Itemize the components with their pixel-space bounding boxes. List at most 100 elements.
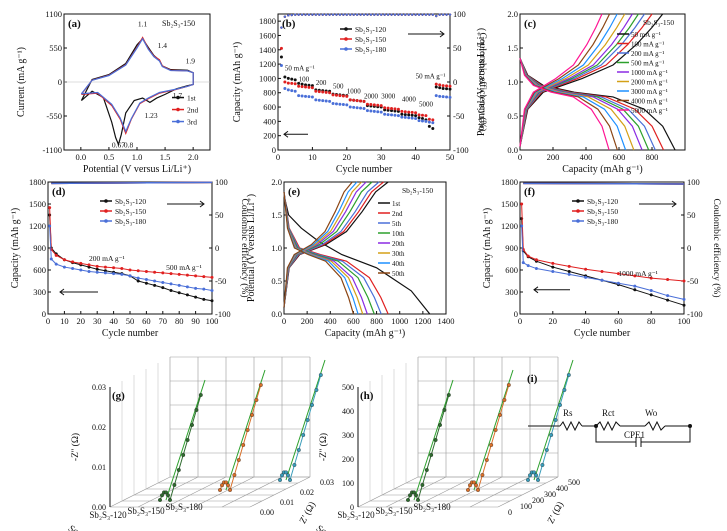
y-tick-label: 0 [272, 145, 276, 155]
legend-label: 2nd [392, 210, 403, 218]
rate-label: 50 mA g⁻¹ [285, 65, 315, 73]
capacity-point-Sb₂S₃-150 [161, 271, 165, 275]
capacity-point-Sb₂S₃-120 [210, 299, 214, 303]
x-tick-label: 50 [446, 152, 455, 162]
ce-point-Sb₂S₃-180 [304, 13, 307, 16]
ce-line-Sb₂S₃-180 [523, 182, 685, 185]
capacity-point-Sb₂S₃-120 [441, 86, 445, 90]
legend-label: 40th [392, 260, 405, 268]
x-tick-label: 0 [282, 316, 286, 326]
capacity-point-Sb₂S₃-180 [95, 270, 99, 274]
ce-point-Sb₂S₃-180 [349, 13, 352, 16]
z-tick-label: 0 [350, 503, 354, 512]
legend-marker [104, 199, 108, 203]
depth-axis-label: Sample [314, 524, 343, 531]
capacity-point-Sb₂S₃-150 [297, 84, 301, 88]
x-tick-label: 2.0 [188, 152, 199, 162]
y2-tick-label: -50 [215, 276, 226, 286]
y2-tick-label: -50 [687, 276, 698, 286]
cv-curve-3rd [80, 37, 194, 133]
capacity-point-Sb₂S₃-180 [71, 267, 75, 271]
ce-point-Sb₂S₃-180 [307, 13, 311, 16]
capacity-point-Sb₂S₃-150 [403, 110, 407, 114]
x-tick-label: 60 [142, 316, 151, 326]
capacity-point-Sb₂S₃-150 [283, 80, 287, 84]
ce-point-Sb₂S₃-180 [404, 13, 407, 16]
x-tick-label: 500 [568, 478, 580, 487]
capacity-point-Sb₂S₃-120 [393, 109, 397, 113]
capacity-point-Sb₂S₃-150 [445, 84, 449, 88]
x-tick-label: 20 [77, 316, 86, 326]
x-tick-label: 200 [547, 152, 560, 162]
legend-marker [576, 199, 580, 203]
wo-label: Wo [645, 408, 658, 418]
nyquist-point [314, 388, 319, 392]
nyquist-point [224, 480, 228, 485]
legend-label: 10th [392, 230, 405, 238]
capacity-point-Sb₂S₃-120 [427, 124, 431, 128]
ce-point-Sb₂S₃-180 [359, 13, 362, 16]
capacity-point-Sb₂S₃-150 [438, 83, 442, 87]
z-tick-label: 100 [342, 479, 354, 488]
capacity-point-Sb₂S₃-120 [286, 76, 290, 80]
ce-point-Sb₂S₃-180 [366, 13, 369, 16]
y-tick-label: 550 [49, 43, 62, 53]
nyquist-point [241, 443, 246, 447]
y-axis-label: Capacity (mAh g⁻¹) [482, 208, 493, 288]
y-tick-label: 0 [42, 309, 46, 319]
discharge-curve [519, 58, 610, 151]
x-tick-label: 0.03 [320, 478, 334, 487]
nyquist-point [408, 493, 412, 498]
charge-curve-1st [283, 181, 389, 308]
capacity-point-Sb₂S₃-120 [633, 288, 637, 292]
capacity-point-Sb₂S₃-150 [54, 253, 58, 257]
y-tick-label: 800 [263, 88, 276, 98]
x-tick-label: 800 [370, 316, 383, 326]
capacity-point-Sb₂S₃-180 [396, 114, 400, 118]
capacity-point-Sb₂S₃-150 [210, 275, 214, 279]
rate-label: 2000 [364, 92, 379, 100]
capacity-line-Sb₂S₃-180 [49, 225, 213, 292]
nyquist-point [429, 453, 434, 457]
nyquist-point [489, 443, 494, 447]
nyquist-point [549, 433, 554, 437]
nyquist-point [424, 468, 429, 472]
y-tick-label: 1800 [259, 16, 276, 26]
capacity-point-Sb₂S₃-150 [194, 274, 198, 278]
y-tick-label: 1200 [259, 59, 276, 69]
nyquist-point [250, 413, 254, 417]
y-tick-label: -1100 [42, 145, 62, 155]
capacity-point-Sb₂S₃-120 [414, 114, 418, 118]
capacity-point-Sb₂S₃-180 [341, 103, 345, 107]
capacity-point-Sb₂S₃-180 [431, 121, 435, 125]
legend-title: Sb₂S₃-150 [643, 18, 674, 27]
y-tick-label: 1100 [45, 9, 62, 19]
x-tick-label: 600 [613, 152, 626, 162]
floor-grid [137, 476, 199, 508]
panel-f: 0 20 40 60 80 100 0 300 600 900 1200 1500 1800 -100 -5… [482, 177, 722, 339]
x-axis-label: Cycle number [336, 164, 393, 175]
capacity-point-Sb₂S₃-150 [355, 99, 359, 103]
y-tick-label: 600 [263, 102, 276, 112]
capacity-point-Sb₂S₃-150 [321, 90, 325, 94]
capacity-point-Sb₂S₃-180 [194, 286, 198, 290]
y-tick-label: 1.5 [271, 210, 282, 220]
ce-point-Sb₂S₃-180 [417, 13, 421, 16]
y-tick-label: 1800 [501, 177, 518, 187]
capacity-point-Sb₂S₃-180 [379, 110, 383, 114]
capacity-point-Sb₂S₃-120 [169, 289, 173, 293]
capacity-point-Sb₂S₃-180 [365, 109, 369, 113]
capacity-point-Sb₂S₃-150 [87, 263, 91, 267]
nyquist-point [181, 453, 186, 457]
x-tick-label: 0 [46, 316, 50, 326]
capacity-point-Sb₂S₃-150 [379, 104, 383, 108]
nyquist-point [466, 488, 470, 492]
nyquist-point [176, 468, 181, 472]
y-tick-label: 1000 [259, 73, 276, 83]
capacity-point-Sb₂S₃-150 [79, 261, 83, 265]
capacity-point-Sb₂S₃-120 [403, 113, 407, 117]
capacity-point-Sb₂S₃-180 [177, 283, 181, 287]
capacity-point-Sb₂S₃-180 [420, 119, 424, 123]
capacity-point-Sb₂S₃-180 [372, 109, 376, 113]
legend-label: 2nd [187, 106, 199, 115]
